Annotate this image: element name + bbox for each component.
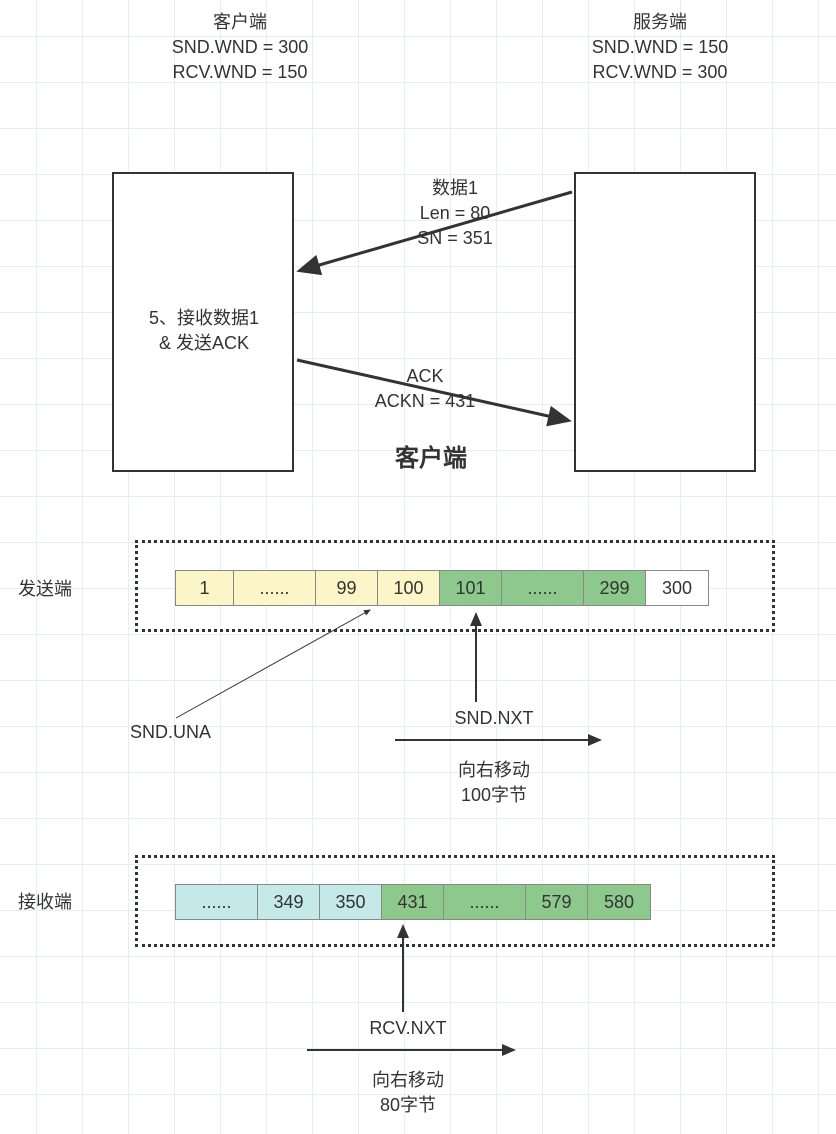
client-box-text: 5、接收数据1 & 发送ACK — [124, 306, 284, 356]
sender-cell: 299 — [584, 571, 646, 605]
ack-line1: ACK — [335, 364, 515, 389]
server-box — [574, 172, 756, 472]
data1-line2: Len = 80 — [375, 201, 535, 226]
server-snd-wnd: SND.WND = 150 — [560, 35, 760, 60]
client-box-line2: & 发送ACK — [124, 331, 284, 356]
client-header: 客户端 SND.WND = 300 RCV.WND = 150 — [140, 10, 340, 86]
sender-cell: 100 — [378, 571, 440, 605]
sender-cell: 101 — [440, 571, 502, 605]
receiver-cell: ...... — [176, 885, 258, 919]
rcv-nxt-line1: RCV.NXT — [338, 1016, 478, 1040]
client-box-line1: 5、接收数据1 — [124, 306, 284, 331]
data1-line1: 数据1 — [375, 176, 535, 201]
client-rcv-wnd: RCV.WND = 150 — [140, 60, 340, 85]
receiver-cell: 431 — [382, 885, 444, 919]
server-header: 服务端 SND.WND = 150 RCV.WND = 300 — [560, 10, 760, 86]
data1-label: 数据1 Len = 80 SN = 351 — [375, 176, 535, 252]
snd-una-label: SND.UNA — [130, 720, 211, 744]
sender-cell: 99 — [316, 571, 378, 605]
data1-line3: SN = 351 — [375, 226, 535, 251]
sender-row: 1......99100101......299300 — [175, 570, 709, 606]
center-title: 客户端 — [395, 438, 467, 473]
receiver-label: 接收端 — [18, 888, 72, 914]
client-snd-wnd: SND.WND = 300 — [140, 35, 340, 60]
snd-nxt-line1: SND.NXT — [424, 706, 564, 730]
server-rcv-wnd: RCV.WND = 300 — [560, 60, 760, 85]
rcv-nxt-line2: 向右移动 — [338, 1068, 478, 1092]
sender-label: 发送端 — [18, 575, 72, 601]
receiver-cell: 350 — [320, 885, 382, 919]
snd-nxt-line2: 向右移动 — [424, 758, 564, 782]
sender-cell: ...... — [502, 571, 584, 605]
snd-nxt-label: SND.NXT 向右移动 100字节 — [424, 706, 564, 807]
receiver-row: ......349350431......579580 — [175, 884, 651, 920]
receiver-cell: 349 — [258, 885, 320, 919]
receiver-cell: 579 — [526, 885, 588, 919]
receiver-cell: 580 — [588, 885, 650, 919]
ack-line2: ACKN = 431 — [335, 389, 515, 414]
rcv-nxt-label: RCV.NXT 向右移动 80字节 — [338, 1016, 478, 1117]
server-title: 服务端 — [560, 10, 760, 35]
sender-cell: ...... — [234, 571, 316, 605]
receiver-cell: ...... — [444, 885, 526, 919]
snd-nxt-line3: 100字节 — [424, 783, 564, 807]
client-title: 客户端 — [140, 10, 340, 35]
client-box: 5、接收数据1 & 发送ACK — [112, 172, 294, 472]
sender-cell: 300 — [646, 571, 708, 605]
ack-label: ACK ACKN = 431 — [335, 364, 515, 414]
rcv-nxt-line3: 80字节 — [338, 1093, 478, 1117]
sender-cell: 1 — [176, 571, 234, 605]
